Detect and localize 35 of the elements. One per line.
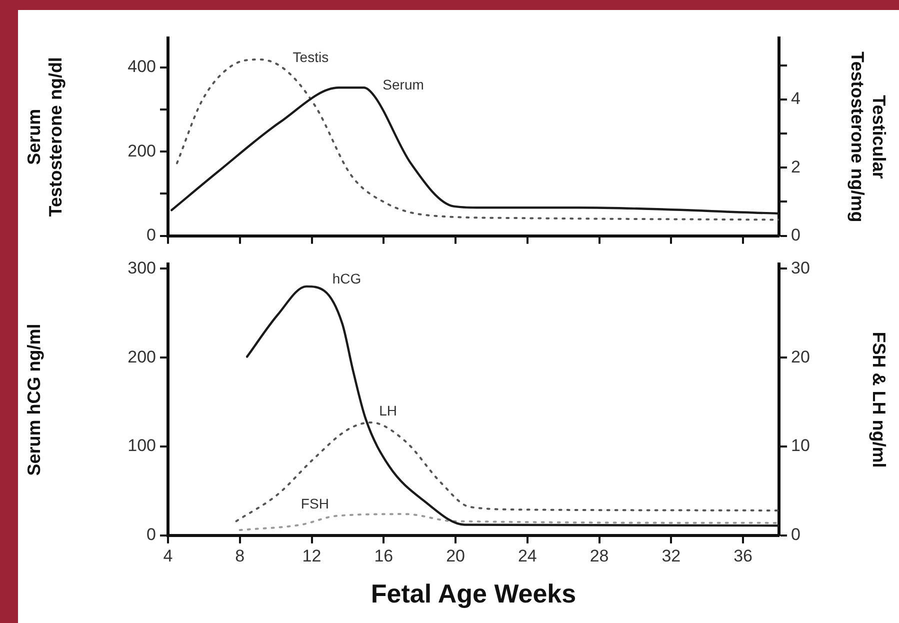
y-tick-label: 300 [128,258,156,278]
x-tick-label: 20 [446,546,465,566]
series-label: LH [379,402,397,418]
x-tick-label: 8 [235,546,245,566]
y2-axis-title: FSH & LH ng/ml [869,332,890,468]
series-label: Serum [382,76,424,92]
y2-tick-label: 0 [791,225,800,244]
series-label: FSH [300,496,329,512]
x-tick-label: 16 [374,546,394,566]
y-tick-label: 400 [128,57,156,76]
x-axis-title: Fetal Age Weeks [370,578,576,609]
y2-tick-label: 30 [791,258,810,278]
x-tick-label: 24 [518,546,537,566]
y2-tick-label: 2 [791,157,800,176]
y2-tick-label: 20 [791,347,810,366]
series-label: Testis [292,49,329,66]
y-tick-label: 100 [128,436,156,456]
x-tick-label: 32 [662,546,681,566]
line-series [235,421,779,522]
y2-tick-label: 10 [791,436,810,456]
x-tick-label: 36 [734,546,753,566]
y2-tick-label: 4 [791,89,800,108]
y-axis-title: Serum hCG ng/ml [24,324,44,476]
x-tick-label: 28 [590,546,609,566]
x-tick-label: 12 [302,546,322,566]
y-tick-label: 200 [128,347,156,366]
y-tick-label: 0 [146,525,156,544]
y-tick-label: 200 [128,141,156,160]
line-series [238,513,779,532]
y-axis-title: Serum Testosterone ng/dl [24,57,66,217]
y2-tick-label: 0 [791,525,800,544]
y2-axis-title: Testicular Testosterone ng/mg [848,52,890,222]
y-tick-label: 0 [146,225,156,244]
x-tick-label: 4 [163,546,173,566]
series-label: hCG [332,270,362,287]
